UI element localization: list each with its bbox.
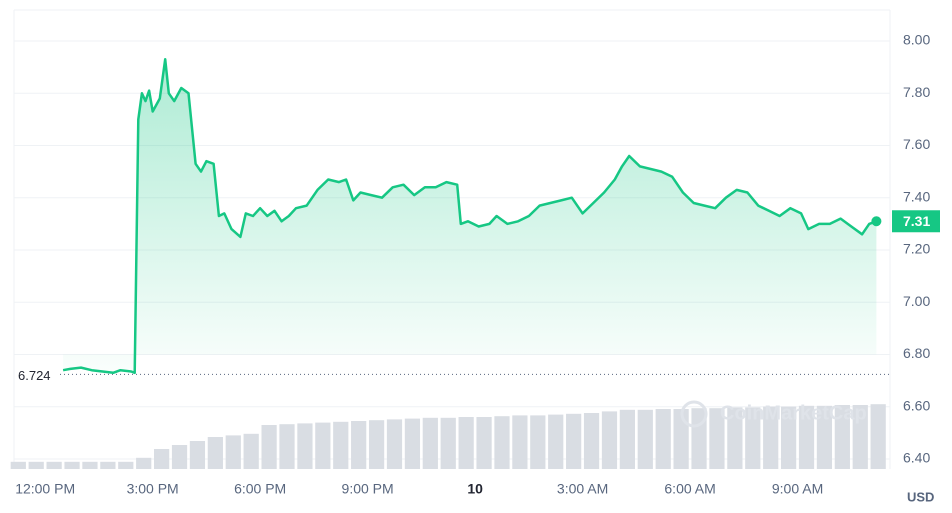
volume-bar [333, 421, 349, 469]
volume-bar [548, 414, 564, 469]
area [63, 59, 877, 373]
y-tick-label: 6.40 [903, 450, 930, 466]
volume-bar [637, 409, 653, 469]
volume-bar [386, 419, 403, 469]
volume-bar [476, 417, 492, 469]
y-tick-label: 7.40 [903, 188, 930, 204]
volume-bar [351, 421, 367, 469]
volume-bar [494, 416, 510, 469]
volume-bar [136, 457, 152, 469]
volume-bar [100, 461, 116, 469]
watermark-logo [680, 400, 708, 428]
price-line [62, 58, 877, 375]
volume-bar [619, 409, 635, 469]
y-tick-label: 7.20 [903, 241, 930, 257]
volume-bar [297, 423, 313, 469]
unit-label: USD [907, 489, 934, 504]
y-tick-label: 8.00 [903, 32, 930, 48]
reference-label: 6.724 [18, 368, 51, 383]
volume-bar [870, 404, 886, 469]
volume-bar [566, 413, 582, 469]
volume-bar [171, 445, 188, 469]
volume-bar [10, 461, 26, 469]
volume-bar [46, 461, 62, 469]
volume-bar [458, 417, 474, 469]
volume-bar [422, 417, 438, 469]
volume-bar [673, 409, 689, 469]
volume-bar [64, 461, 80, 469]
volume-bar [655, 409, 671, 469]
volume-bar [404, 418, 421, 469]
volume-bar [798, 405, 815, 469]
volume-bar [440, 417, 456, 469]
volume-bar [207, 437, 223, 469]
volume-bar [261, 425, 277, 469]
price-badge [892, 210, 940, 233]
volume-bar [583, 413, 600, 469]
volume-bar [745, 407, 761, 469]
y-tick-label: 6.60 [903, 397, 930, 413]
price-badge-label: 7.31 [903, 213, 930, 229]
x-tick-label: 6:00 AM [664, 481, 715, 497]
volume-bar [118, 461, 134, 469]
x-tick-label: 6:00 PM [234, 481, 286, 497]
last-point [871, 216, 882, 227]
volume-bar [601, 411, 618, 469]
volume-bar [780, 406, 797, 469]
watermark: CoinMarketCap [720, 402, 867, 424]
volume-bar [727, 407, 743, 469]
volume-bar [315, 422, 331, 469]
volume-bar [243, 433, 259, 469]
volume-bar [368, 420, 385, 469]
y-tick-label: 6.80 [903, 345, 930, 361]
volume-bar [82, 461, 98, 469]
y-tick-label: 7.60 [903, 136, 930, 152]
x-tick-label: 10 [467, 481, 483, 497]
x-tick-label: 12:00 PM [15, 481, 75, 497]
x-tick-label: 3:00 PM [127, 481, 179, 497]
volume-bar [763, 406, 779, 469]
volume-bar [279, 424, 295, 469]
volume-bar [153, 449, 170, 469]
volume-bar [709, 408, 725, 469]
x-tick-label: 3:00 AM [557, 481, 608, 497]
y-tick-label: 7.80 [903, 84, 930, 100]
volume-bar [852, 405, 868, 469]
volume-bar [28, 461, 44, 469]
x-tick-label: 9:00 AM [772, 481, 823, 497]
x-tick-label: 9:00 PM [342, 481, 394, 497]
volume-bar [530, 415, 546, 469]
volume-bar [512, 415, 528, 469]
volume-bar [834, 405, 850, 469]
y-tick-label: 7.00 [903, 293, 930, 309]
volume-bar [189, 441, 206, 469]
volume-bar [225, 435, 241, 469]
volume-bar [816, 405, 833, 469]
